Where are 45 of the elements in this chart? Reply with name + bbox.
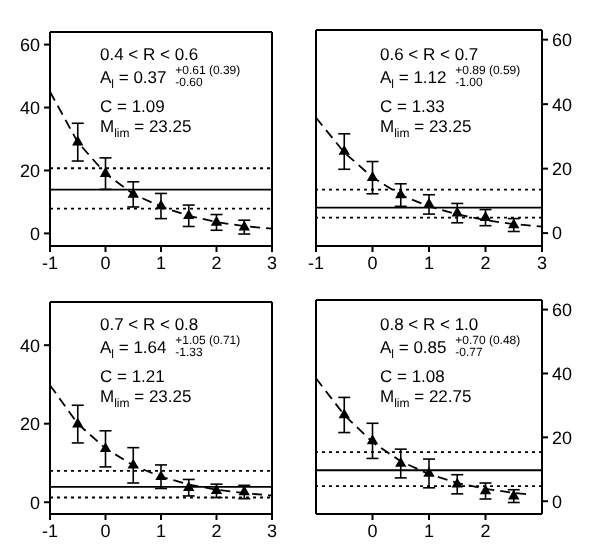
y-tick-label: 20	[19, 414, 40, 435]
y-tick-label: 40	[19, 97, 40, 118]
x-tick-label: 1	[423, 520, 435, 541]
x-tick-label: -1	[41, 520, 59, 541]
y-tick-label: 20	[552, 427, 573, 448]
annotation: 0.7 < R < 0.8	[100, 314, 199, 334]
x-tick-label: -1	[41, 252, 59, 273]
x-tick-label: 2	[480, 252, 491, 273]
x-tick-label: 1	[155, 252, 167, 273]
y-tick-label: 40	[552, 363, 573, 384]
x-tick-label: 3	[266, 252, 278, 273]
annotation: C = 1.21	[100, 365, 165, 386]
y-tick-label: 40	[552, 94, 573, 115]
x-tick-label: 1	[155, 520, 167, 541]
x-tick-label: 3	[536, 252, 548, 273]
x-tick-label: -1	[307, 252, 325, 273]
x-tick-label: 2	[211, 252, 222, 273]
annotation: 0.8 < R < 1.0	[380, 314, 479, 334]
annotation: M$_{lim}$ = 23.25	[100, 386, 192, 413]
x-tick-label: 2	[211, 520, 222, 541]
x-tick-label: 0	[367, 520, 378, 541]
y-tick-label: 40	[19, 335, 40, 356]
y-tick-label: 60	[19, 34, 40, 55]
y-tick-label: 0	[29, 492, 40, 513]
annotation: 0.6 < R < 0.7	[380, 44, 479, 64]
annotation: M$_{lim}$ = 22.75	[380, 386, 472, 413]
annotation: 0.4 < R < 0.6	[100, 44, 199, 64]
annotation: C = 1.08	[380, 365, 445, 386]
x-tick-label: 1	[423, 252, 435, 273]
y-tick-label: 0	[29, 223, 40, 244]
annotation: M$_{lim}$ = 23.25	[100, 116, 192, 143]
x-tick-label: 3	[266, 520, 278, 541]
annotation: C = 1.33	[380, 95, 445, 116]
x-tick-label: 2	[480, 520, 491, 541]
y-tick-label: 20	[19, 160, 40, 181]
x-tick-label: 0	[100, 252, 111, 273]
y-tick-label: 0	[552, 223, 563, 244]
y-tick-label: 60	[552, 30, 573, 51]
x-tick-label: 0	[100, 520, 111, 541]
annotation: C = 1.09	[100, 95, 165, 116]
y-tick-label: 20	[552, 159, 573, 180]
annotation: M$_{lim}$ = 23.25	[380, 116, 472, 143]
y-tick-label: 0	[552, 491, 563, 512]
x-tick-label: 0	[367, 252, 378, 273]
y-tick-label: 60	[552, 299, 573, 320]
